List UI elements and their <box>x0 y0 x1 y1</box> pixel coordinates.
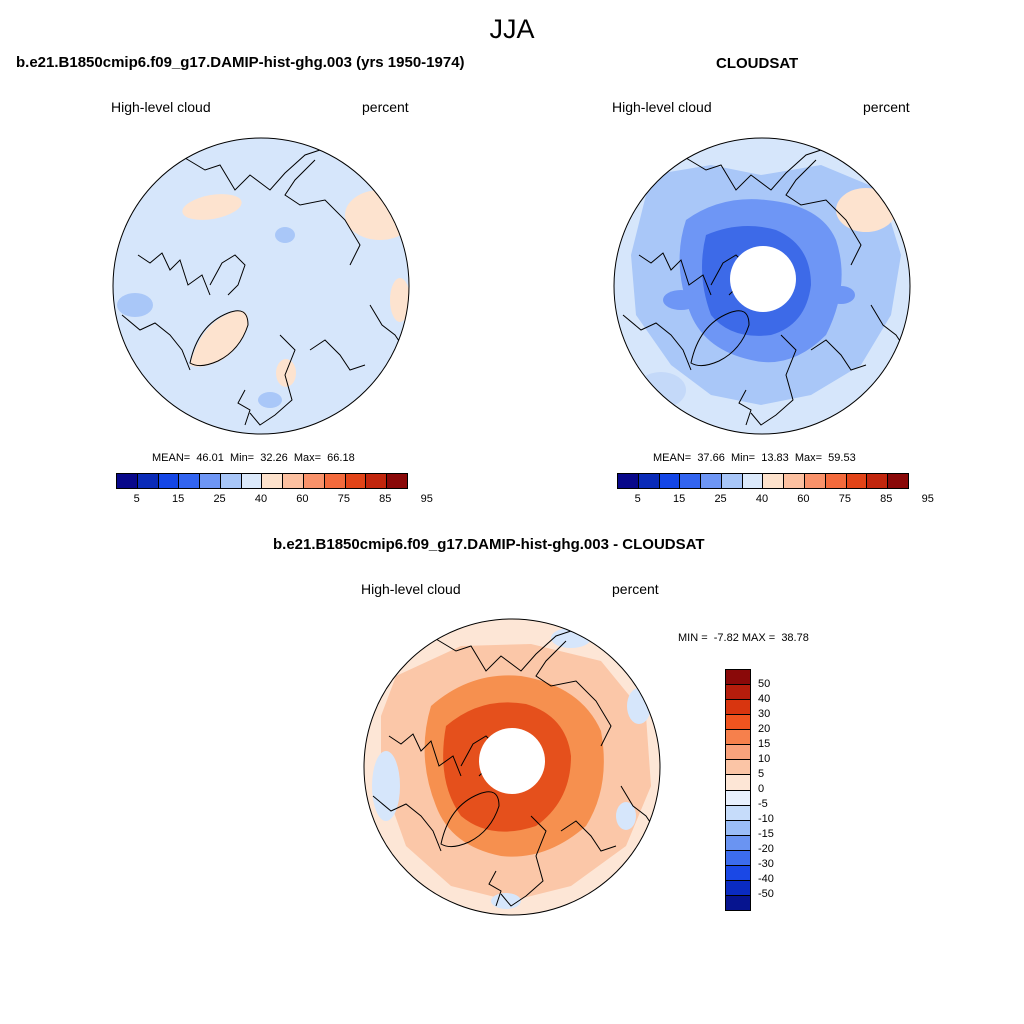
colorbar-swatch <box>726 715 750 731</box>
colorbar-tick-label: 85 <box>880 493 893 505</box>
colorbar-swatch <box>726 760 750 776</box>
colorbar-tick-label: -40 <box>758 873 774 885</box>
colorbar-swatch <box>784 474 806 488</box>
panel-3-stats: MIN = -7.82 MAX = 38.78 <box>678 632 809 644</box>
panel-1-stats: MEAN= 46.01 Min= 32.26 Max= 66.18 <box>152 452 355 464</box>
colorbar-swatch <box>726 865 750 881</box>
panel-3-colorbar <box>725 669 751 911</box>
colorbar-tick-label: -5 <box>758 798 768 810</box>
colorbar-tick-label: 5 <box>634 493 641 505</box>
colorbar-tick-label: 15 <box>758 738 771 750</box>
colorbar-swatch <box>220 474 242 488</box>
panel-2-colorbar <box>617 473 909 489</box>
panel-2-title: CLOUDSAT <box>716 55 799 72</box>
colorbar-swatch <box>345 474 367 488</box>
colorbar-swatch <box>158 474 180 488</box>
colorbar-swatch <box>846 474 868 488</box>
colorbar-tick-label: -15 <box>758 828 774 840</box>
colorbar-swatch <box>680 474 702 488</box>
colorbar-swatch <box>283 474 305 488</box>
colorbar-swatch <box>726 835 750 851</box>
colorbar-swatch <box>763 474 785 488</box>
panel-1-colorbar <box>116 473 408 489</box>
panel-3-colorbar-ticks: 50 40 30 20 15 10 5 0 -5 -10 -15 -20 -30 -40 -50 <box>758 669 788 909</box>
colorbar-swatch <box>137 474 159 488</box>
colorbar-tick-label: 5 <box>758 768 765 780</box>
colorbar-swatch <box>742 474 764 488</box>
colorbar-swatch <box>726 790 750 806</box>
colorbar-tick-label: -20 <box>758 843 774 855</box>
colorbar-swatch <box>366 474 388 488</box>
colorbar-swatch <box>117 474 138 488</box>
colorbar-swatch <box>179 474 201 488</box>
panel-1-map <box>112 137 410 435</box>
colorbar-tick-label: 50 <box>758 678 771 690</box>
colorbar-tick-label: 30 <box>758 708 771 720</box>
panel-3-map <box>363 618 661 916</box>
panel-2-colorbar-ticks: 5 15 25 40 60 75 85 95 <box>617 493 934 507</box>
colorbar-tick-label: 25 <box>714 493 727 505</box>
colorbar-swatch <box>726 700 750 716</box>
panel-3-units: percent <box>612 581 659 597</box>
colorbar-tick-label: -10 <box>758 813 774 825</box>
colorbar-swatch <box>726 670 750 686</box>
colorbar-swatch <box>726 730 750 746</box>
colorbar-tick-label: 15 <box>673 493 686 505</box>
colorbar-tick-label: 15 <box>172 493 185 505</box>
colorbar-swatch <box>387 474 407 488</box>
panel-2-variable: High-level cloud <box>612 99 712 115</box>
colorbar-tick-label: 40 <box>254 493 268 505</box>
panel-1-units: percent <box>362 99 409 115</box>
colorbar-swatch <box>659 474 681 488</box>
panel-2-stats: MEAN= 37.66 Min= 13.83 Max= 59.53 <box>653 452 856 464</box>
colorbar-swatch <box>638 474 660 488</box>
colorbar-tick-label: -50 <box>758 888 774 900</box>
colorbar-swatch <box>805 474 826 488</box>
panel-3-title: b.e21.B1850cmip6.f09_g17.DAMIP-hist-ghg.… <box>273 536 705 553</box>
panel-1-variable: High-level cloud <box>111 99 211 115</box>
colorbar-swatch <box>241 474 263 488</box>
panel-3-variable: High-level cloud <box>361 581 461 597</box>
colorbar-tick-label: 5 <box>133 493 140 505</box>
colorbar-tick-label: 75 <box>337 493 350 505</box>
colorbar-tick-label: 40 <box>755 493 769 505</box>
panel-2-map <box>613 137 911 435</box>
colorbar-tick-label: 10 <box>758 753 771 765</box>
panel-1-colorbar-ticks: 5 15 25 40 60 75 85 95 <box>116 493 433 507</box>
panel-1-title: b.e21.B1850cmip6.f09_g17.DAMIP-hist-ghg.… <box>16 54 465 71</box>
colorbar-tick-label: 95 <box>921 493 934 505</box>
colorbar-swatch <box>618 474 639 488</box>
colorbar-swatch <box>721 474 743 488</box>
colorbar-swatch <box>726 685 750 701</box>
colorbar-swatch <box>726 850 750 866</box>
colorbar-swatch <box>726 775 750 791</box>
colorbar-tick-label: 40 <box>758 693 771 705</box>
colorbar-swatch <box>726 745 750 761</box>
colorbar-swatch <box>888 474 908 488</box>
colorbar-swatch <box>825 474 847 488</box>
colorbar-swatch <box>262 474 284 488</box>
panel-2-units: percent <box>863 99 910 115</box>
colorbar-tick-label: 20 <box>758 723 771 735</box>
colorbar-tick-label: 60 <box>797 493 810 505</box>
colorbar-swatch <box>726 895 750 910</box>
colorbar-tick-label: 60 <box>296 493 309 505</box>
colorbar-tick-label: 95 <box>420 493 433 505</box>
colorbar-tick-label: 25 <box>213 493 226 505</box>
colorbar-tick-label: 75 <box>838 493 851 505</box>
colorbar-swatch <box>726 805 750 821</box>
colorbar-tick-label: 0 <box>758 783 765 795</box>
colorbar-tick-label: 85 <box>379 493 392 505</box>
colorbar-swatch <box>726 820 750 836</box>
colorbar-swatch <box>867 474 889 488</box>
colorbar-swatch <box>200 474 221 488</box>
colorbar-swatch <box>726 880 750 896</box>
colorbar-swatch <box>324 474 346 488</box>
colorbar-tick-label: -30 <box>758 858 774 870</box>
colorbar-swatch <box>701 474 722 488</box>
colorbar-swatch <box>304 474 325 488</box>
season-title: JJA <box>489 14 535 44</box>
